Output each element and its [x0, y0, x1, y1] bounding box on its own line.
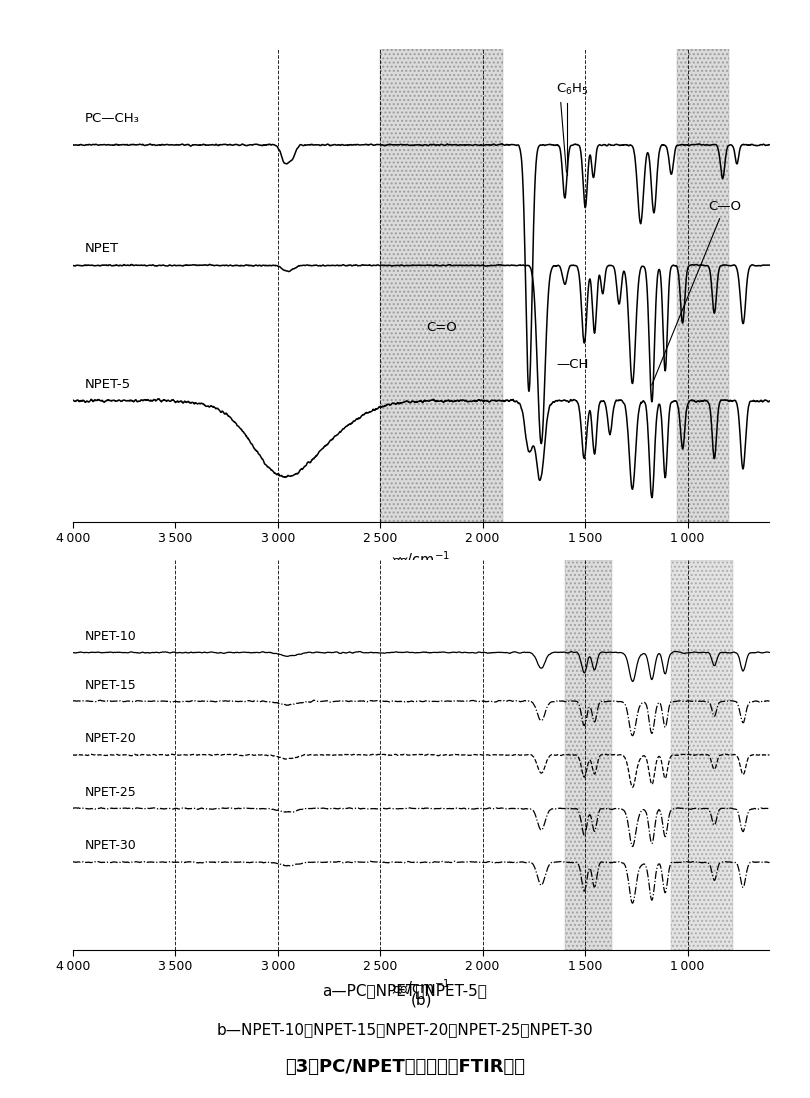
Text: C=O: C=O — [426, 321, 457, 334]
Text: $\rm{C_6H_5}$: $\rm{C_6H_5}$ — [556, 81, 589, 97]
Text: NPET-5: NPET-5 — [85, 378, 131, 391]
Text: NPET-15: NPET-15 — [85, 679, 137, 692]
X-axis label: 波长/cm$^{-1}$: 波长/cm$^{-1}$ — [392, 549, 450, 569]
Text: 图3　PC/NPET复合材料的FTIR谱图: 图3 PC/NPET复合材料的FTIR谱图 — [285, 1058, 525, 1076]
Bar — [380, 49, 503, 522]
Text: NPET-25: NPET-25 — [85, 786, 137, 798]
Text: —CH: —CH — [556, 358, 589, 371]
Text: NPET-30: NPET-30 — [85, 839, 137, 852]
Bar — [671, 560, 732, 950]
Text: NPET: NPET — [85, 243, 119, 256]
Bar — [677, 49, 728, 522]
Bar — [565, 560, 612, 950]
Text: C—O: C—O — [652, 200, 741, 385]
Text: (b): (b) — [411, 993, 432, 1008]
Text: NPET-20: NPET-20 — [85, 732, 137, 746]
Text: NPET-10: NPET-10 — [85, 630, 137, 642]
X-axis label: 波数/cm$^{-1}$: 波数/cm$^{-1}$ — [392, 977, 450, 997]
Text: b—NPET-10，NPET-15，NPET-20，NPET-25，NPET-30: b—NPET-10，NPET-15，NPET-20，NPET-25，NPET-3… — [217, 1022, 593, 1038]
Text: PC—CH₃: PC—CH₃ — [85, 112, 140, 125]
Text: (a): (a) — [411, 569, 432, 584]
Text: a—PC，NPET，NPET-5；: a—PC，NPET，NPET-5； — [322, 983, 488, 998]
